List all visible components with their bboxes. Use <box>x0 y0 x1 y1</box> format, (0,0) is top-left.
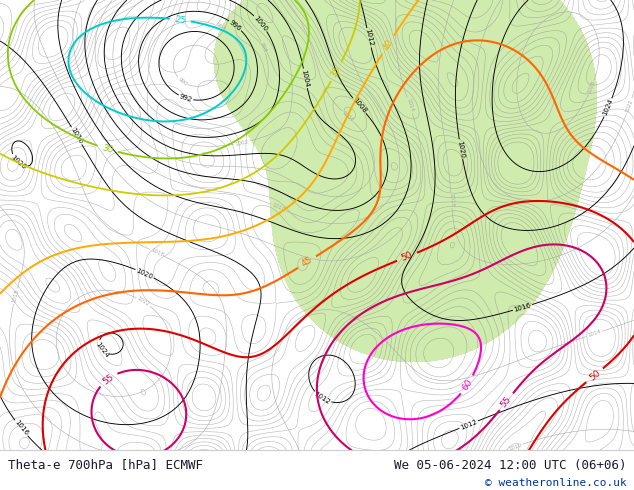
Text: 30: 30 <box>101 143 115 155</box>
Text: 996: 996 <box>228 19 243 32</box>
Text: 1016: 1016 <box>13 419 29 437</box>
Text: 1022: 1022 <box>624 98 634 113</box>
Text: 1012: 1012 <box>313 391 332 405</box>
Text: 1024: 1024 <box>94 341 110 358</box>
Text: 992: 992 <box>179 93 193 103</box>
Text: 1004: 1004 <box>301 69 310 88</box>
Text: 40: 40 <box>381 38 395 52</box>
Text: 1026: 1026 <box>586 80 597 95</box>
Text: 1016: 1016 <box>513 302 532 313</box>
Text: 1022: 1022 <box>136 296 151 308</box>
Text: 1018: 1018 <box>150 247 164 258</box>
Text: 1020: 1020 <box>135 267 154 280</box>
Text: 45: 45 <box>300 255 314 269</box>
Text: © weatheronline.co.uk: © weatheronline.co.uk <box>484 477 626 488</box>
Text: 1012: 1012 <box>364 28 374 47</box>
Text: We 05-06-2024 12:00 UTC (06+06): We 05-06-2024 12:00 UTC (06+06) <box>394 459 626 471</box>
Text: 990: 990 <box>177 76 188 87</box>
Text: 994: 994 <box>215 23 226 32</box>
Text: 1010: 1010 <box>508 442 522 452</box>
Text: 25: 25 <box>174 15 186 25</box>
Text: Theta-e 700hPa [hPa] ECMWF: Theta-e 700hPa [hPa] ECMWF <box>8 459 203 471</box>
Text: 1024: 1024 <box>602 98 614 117</box>
Text: 1000: 1000 <box>253 14 269 32</box>
Text: 50: 50 <box>587 368 602 383</box>
Text: 1010: 1010 <box>271 202 286 213</box>
Text: 998: 998 <box>259 41 268 53</box>
Text: 1018: 1018 <box>448 193 455 207</box>
Text: 1020: 1020 <box>456 140 465 158</box>
Text: 60: 60 <box>460 377 474 392</box>
Text: 1014: 1014 <box>405 98 414 113</box>
Text: 1016: 1016 <box>70 126 84 145</box>
Text: 1020: 1020 <box>10 154 27 171</box>
Text: 55: 55 <box>101 372 115 386</box>
Text: 1018: 1018 <box>11 289 20 303</box>
Text: 55: 55 <box>499 394 514 409</box>
Text: 35: 35 <box>330 65 343 79</box>
Text: 1008: 1008 <box>351 97 368 114</box>
Text: 50: 50 <box>400 250 414 263</box>
Text: 1014: 1014 <box>587 329 602 339</box>
Text: 1002: 1002 <box>235 139 249 147</box>
Text: 1012: 1012 <box>459 418 478 431</box>
Text: 1006: 1006 <box>341 110 354 123</box>
